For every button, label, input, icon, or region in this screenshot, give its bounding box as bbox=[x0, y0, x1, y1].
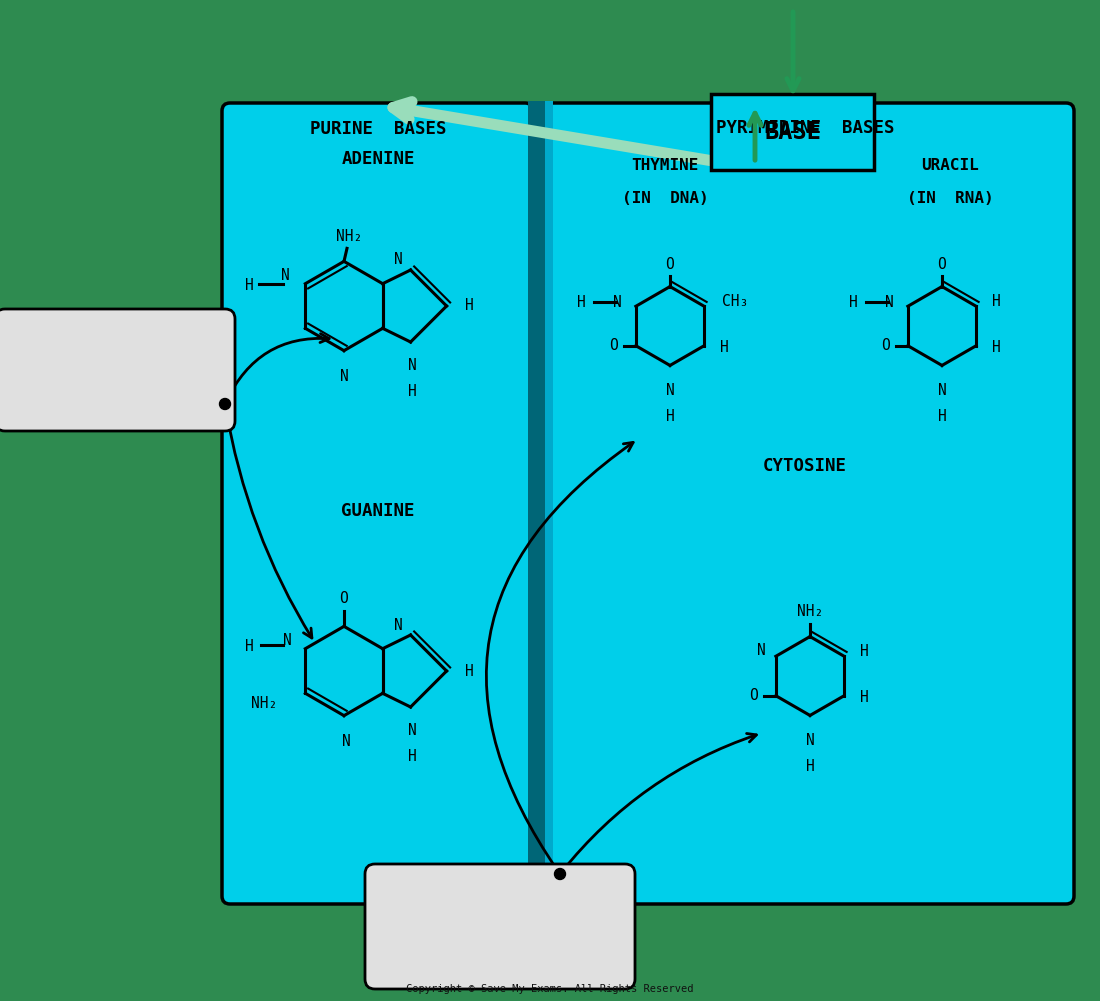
Text: N: N bbox=[342, 734, 351, 749]
Text: O: O bbox=[749, 689, 758, 704]
Text: O: O bbox=[937, 257, 946, 272]
Text: CH₃: CH₃ bbox=[723, 293, 748, 308]
FancyBboxPatch shape bbox=[222, 103, 534, 904]
Text: N: N bbox=[280, 268, 289, 283]
Text: H: H bbox=[849, 294, 858, 309]
Text: H: H bbox=[992, 293, 1001, 308]
Text: N: N bbox=[340, 368, 349, 383]
Text: N: N bbox=[613, 294, 621, 309]
Text: H: H bbox=[720, 340, 729, 355]
FancyBboxPatch shape bbox=[711, 94, 874, 170]
Text: H: H bbox=[464, 298, 473, 313]
Text: ADENINE: ADENINE bbox=[341, 150, 415, 168]
Bar bbox=[544, 101, 553, 901]
Text: N: N bbox=[666, 383, 674, 398]
Text: CYTOSINE: CYTOSINE bbox=[763, 457, 847, 475]
Text: O: O bbox=[609, 338, 618, 353]
Text: O: O bbox=[340, 591, 349, 606]
FancyBboxPatch shape bbox=[365, 864, 635, 989]
Text: H: H bbox=[464, 664, 473, 679]
Text: H: H bbox=[860, 691, 869, 706]
Circle shape bbox=[220, 398, 231, 409]
Text: THYMINE: THYMINE bbox=[631, 158, 698, 173]
Text: (IN  RNA): (IN RNA) bbox=[906, 190, 993, 205]
Text: GUANINE: GUANINE bbox=[341, 502, 415, 520]
Text: N: N bbox=[283, 634, 292, 649]
FancyBboxPatch shape bbox=[530, 103, 1074, 904]
Text: H: H bbox=[244, 278, 253, 293]
Text: NH₂: NH₂ bbox=[251, 696, 277, 711]
Text: N: N bbox=[408, 358, 417, 373]
Text: (IN  DNA): (IN DNA) bbox=[621, 190, 708, 205]
Text: N: N bbox=[394, 618, 403, 633]
Text: H: H bbox=[992, 340, 1001, 355]
Text: DOUBLE  RING: DOUBLE RING bbox=[67, 336, 163, 349]
Text: H: H bbox=[408, 384, 417, 399]
Bar bbox=[528, 101, 548, 901]
Text: H: H bbox=[860, 644, 869, 659]
Text: PURINE  BASES: PURINE BASES bbox=[310, 120, 447, 138]
Text: Copyright © Save My Exams. All Rights Reserved: Copyright © Save My Exams. All Rights Re… bbox=[406, 984, 694, 994]
Text: N: N bbox=[805, 734, 814, 749]
Text: O: O bbox=[881, 338, 890, 353]
Text: BASE: BASE bbox=[764, 120, 822, 144]
Text: N: N bbox=[757, 643, 766, 658]
Text: SINGLE  RING: SINGLE RING bbox=[452, 893, 548, 906]
Text: H: H bbox=[408, 749, 417, 764]
Text: H: H bbox=[937, 409, 946, 424]
Text: STRUCTURE: STRUCTURE bbox=[79, 377, 151, 390]
Text: N: N bbox=[394, 252, 403, 267]
Text: NH₂: NH₂ bbox=[796, 604, 823, 619]
Text: O: O bbox=[666, 257, 674, 272]
Text: H: H bbox=[805, 760, 814, 775]
Text: N: N bbox=[886, 294, 894, 309]
Text: H: H bbox=[244, 640, 253, 655]
Text: PYRIMIDINE  BASES: PYRIMIDINE BASES bbox=[716, 119, 894, 137]
Text: H: H bbox=[578, 294, 586, 309]
Text: H: H bbox=[666, 409, 674, 424]
Text: URACIL: URACIL bbox=[921, 158, 979, 173]
Text: STRUCTURE: STRUCTURE bbox=[464, 935, 536, 948]
Text: N: N bbox=[408, 723, 417, 738]
Text: N: N bbox=[937, 383, 946, 398]
FancyBboxPatch shape bbox=[0, 309, 235, 431]
Text: NH₂: NH₂ bbox=[336, 229, 362, 244]
Circle shape bbox=[554, 869, 565, 880]
